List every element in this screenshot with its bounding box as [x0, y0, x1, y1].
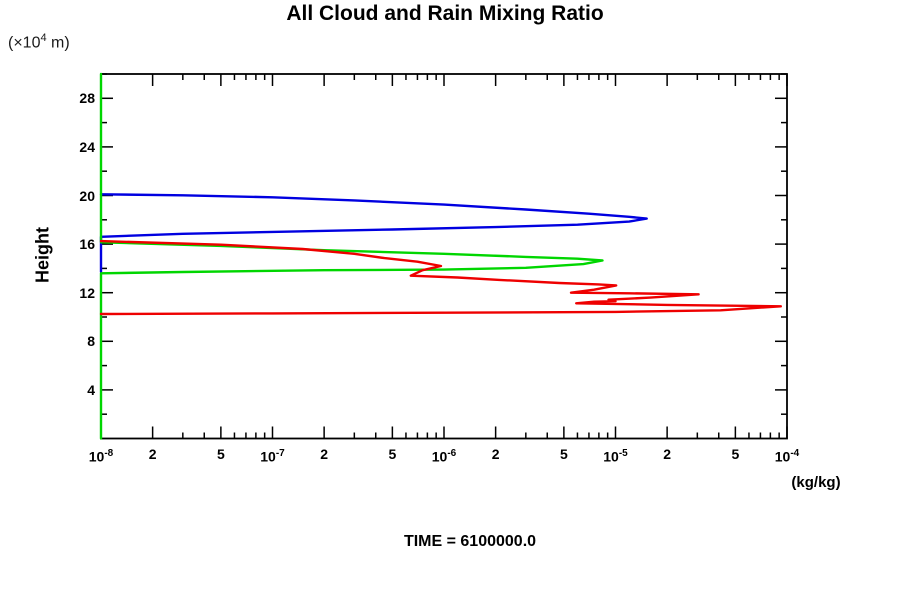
x-tick-label: 2: [663, 446, 672, 462]
time-stamp-label: TIME = 6100000.0: [403, 533, 537, 550]
y-tick-label: 12: [79, 284, 95, 301]
y-tick-label: 4: [87, 381, 95, 398]
y-unit-exponent: 4: [40, 32, 47, 44]
green-curve: [99, 72, 604, 440]
x-tick-label: 5: [559, 446, 568, 462]
plot-border: [100, 73, 788, 440]
x-tick-label: 10-6: [431, 448, 457, 465]
x-tick-label: 5: [388, 446, 397, 462]
y-tick-label: 24: [79, 138, 95, 155]
y-tick-label: 16: [79, 236, 95, 253]
red-curve: [99, 239, 782, 316]
x-tick-label: 5: [216, 446, 225, 462]
x-axis-unit-label: (kg/kg): [791, 474, 841, 491]
y-unit-pre: (×10: [8, 34, 41, 52]
y-tick-label: 28: [79, 90, 95, 107]
x-tick-label: 2: [491, 446, 500, 462]
y-tick-label: 20: [79, 187, 95, 204]
axis-ticks: [100, 73, 788, 439]
y-axis-unit-label: (×104 m): [8, 32, 70, 52]
x-tick-label: 2: [148, 446, 157, 462]
x-tick-label: 10-4: [774, 448, 800, 465]
x-tick-label: 5: [731, 446, 740, 462]
x-tick-label: 10-5: [603, 448, 628, 465]
x-tick-label: 2: [320, 446, 329, 462]
x-tick-label: 10-7: [260, 448, 285, 465]
y-tick-label: 8: [87, 333, 95, 350]
x-tick-label: 10-8: [88, 448, 114, 465]
blue-curve: [99, 193, 648, 274]
y-unit-post: m): [46, 34, 70, 52]
chart-title: All Cloud and Rain Mixing Ratio: [286, 2, 604, 25]
